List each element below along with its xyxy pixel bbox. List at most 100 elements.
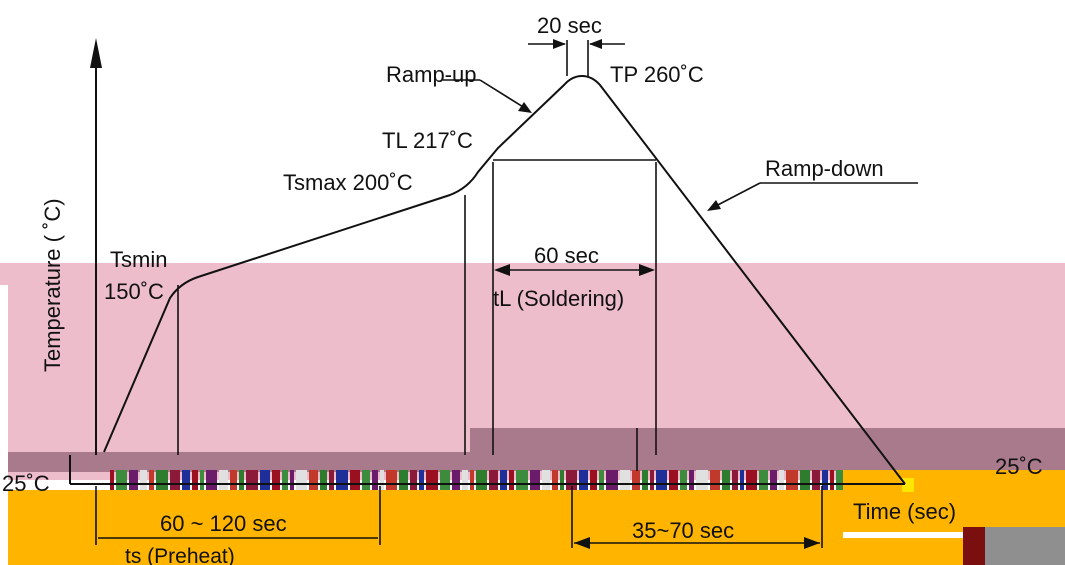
preheat-name-label: ts (Preheat) [125, 545, 235, 565]
ramp-down-leader-arrow [707, 200, 721, 211]
noise-stripe [129, 470, 138, 490]
x-axis-label: Time (sec) [853, 499, 956, 524]
noise-stripe [440, 470, 450, 490]
peak-temp-label: TP 260˚C [610, 62, 704, 87]
noise-stripe [182, 470, 190, 490]
noise-stripe [110, 470, 114, 490]
tsmin-name-label: Tsmin [110, 247, 167, 272]
noise-stripe [476, 470, 487, 490]
temperature-profile-curve [103, 74, 906, 485]
tsmax-label: Tsmax 200˚C [283, 170, 413, 195]
mauve-band [470, 428, 1065, 471]
noise-stripe [470, 470, 474, 490]
noise-stripe [599, 470, 604, 490]
noise-stripe [290, 470, 294, 490]
noise-stripe [462, 470, 468, 490]
noise-stripe [372, 470, 378, 490]
noise-stripe [489, 470, 498, 490]
tl-label: TL 217˚C [382, 128, 473, 153]
noise-stripe [410, 470, 417, 490]
noise-stripe [386, 470, 397, 490]
y-axis-arrow [90, 38, 102, 68]
noise-stripe [219, 470, 228, 490]
noise-stripe [696, 470, 708, 490]
noise-stripe [170, 470, 180, 490]
noise-stripe [350, 470, 360, 490]
tl-dim-arrow-right [639, 264, 655, 276]
tl-name-label: tL (Soldering) [493, 286, 624, 311]
noise-stripe [530, 470, 540, 490]
noise-stripe [800, 470, 810, 490]
noise-stripe [566, 470, 577, 490]
noise-stripe [419, 470, 424, 490]
noise-stripe [732, 470, 738, 490]
noise-stripe [560, 470, 564, 490]
right-cut-label: 25˚C [995, 454, 1043, 479]
ramp-up-label: Ramp-up [386, 62, 476, 87]
noise-stripe [770, 470, 777, 490]
noise-stripe [632, 470, 640, 490]
noise-stripe [200, 470, 204, 490]
tsmin-temp-label: 150˚C [104, 279, 164, 304]
noise-stripe [399, 470, 408, 490]
noise-stripe [759, 470, 768, 490]
preheat-time-label: 60 ~ 120 sec [160, 511, 287, 536]
noise-stripe [140, 470, 147, 490]
peak-arrow-right [589, 39, 602, 49]
noise-stripe [336, 470, 348, 490]
orange-band [8, 490, 843, 538]
noise-stripe [642, 470, 648, 490]
noise-stripe [836, 470, 847, 490]
noise-stripe [620, 470, 630, 490]
noise-stripe [722, 470, 730, 490]
noise-stripe [192, 470, 198, 490]
cool-arrow-left [574, 537, 590, 549]
noise-stripe [246, 470, 258, 490]
noise-stripe [320, 470, 327, 490]
noise-stripe [282, 470, 288, 490]
noise-stripe [786, 470, 798, 490]
noise-stripe [542, 470, 550, 490]
noise-stripe [740, 470, 744, 490]
maroon-block [963, 527, 985, 565]
noise-stripe [579, 470, 588, 490]
peak-time-label: 20 sec [537, 13, 602, 38]
noise-stripe [380, 470, 384, 490]
noise-stripe [452, 470, 460, 490]
noise-stripe [309, 470, 318, 490]
cool-arrow-right [804, 537, 820, 549]
noise-stripe [500, 470, 507, 490]
noise-stripe [516, 470, 528, 490]
ramp-up-leader-arrow [518, 102, 532, 113]
cool-time-label: 35~70 sec [632, 518, 734, 543]
base-temp-label: 25˚C [2, 471, 50, 496]
noise-stripe [822, 470, 828, 490]
noise-stripe [272, 470, 280, 490]
noise-stripe [509, 470, 514, 490]
noise-stripe [830, 470, 834, 490]
pink-overlay-top [0, 263, 1065, 285]
noise-stripe [116, 470, 127, 490]
noise-stripe [680, 470, 687, 490]
noise-stripe [239, 470, 244, 490]
ramp-down-leader [711, 182, 761, 209]
tl-dim-arrow-left [494, 264, 510, 276]
noise-stripe [362, 470, 370, 490]
noise-stripe [260, 470, 270, 490]
noise-stripe [206, 470, 217, 490]
noise-stripe [156, 470, 168, 490]
noise-stripe [812, 470, 820, 490]
noise-stripe [552, 470, 558, 490]
noise-stripe [779, 470, 784, 490]
tl-duration-label: 60 sec [534, 243, 599, 268]
noise-stripe [230, 470, 237, 490]
noise-stripe [656, 470, 667, 490]
y-axis-label: Temperature ( ˚C) [40, 198, 65, 372]
noise-stripe [296, 470, 307, 490]
orange-band-right [843, 470, 1065, 532]
yellow-block [902, 478, 914, 492]
noise-stripe [590, 470, 597, 490]
noise-stripe [426, 470, 438, 490]
